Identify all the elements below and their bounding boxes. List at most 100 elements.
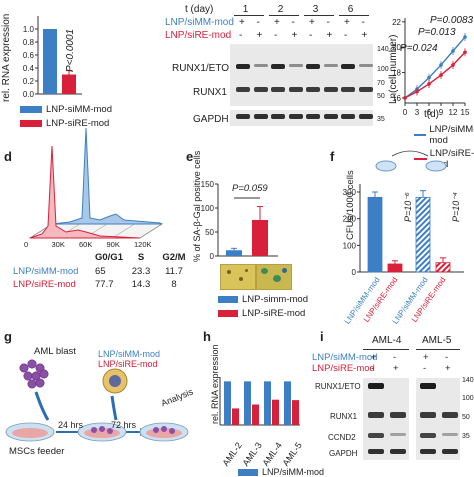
- band-gapdh: [323, 114, 338, 119]
- sign-simm: -: [393, 352, 397, 363]
- sign-sire: -: [239, 30, 243, 41]
- petri-dish-icon: [375, 160, 397, 172]
- panel-e-legend: LNP-simm-mod LNP-siRE-mod: [218, 294, 308, 319]
- arrow-lnp-to-dish: [110, 395, 118, 421]
- sign-simm: +: [239, 17, 245, 28]
- cell-dot: [273, 275, 281, 282]
- legend-line-blue: [414, 134, 427, 136]
- x-tick-label: 120K: [134, 240, 152, 249]
- day-underline: [269, 15, 299, 16]
- i-protein-ccnd2: CCND2: [328, 433, 356, 442]
- panel-letter-d: d: [4, 149, 12, 164]
- legend-item-simm: LNP-siMM-mod: [20, 104, 112, 115]
- table-row: LNP/siMM-mod 65 23.3 11.7: [13, 266, 191, 277]
- band-gapdh: [368, 449, 384, 454]
- bar: [272, 399, 279, 425]
- day-underline: [234, 15, 264, 16]
- i-mw-50: 50: [462, 414, 470, 421]
- day-label: 6: [347, 4, 354, 15]
- histogram-simm: [51, 127, 163, 225]
- g-72hrs: 72 hrs: [111, 420, 137, 430]
- grid-line: [112, 223, 135, 239]
- x-tick-label: 6: [427, 108, 432, 117]
- band-runx1: [420, 412, 436, 418]
- g-lnp2: LNP/siRE-mod: [98, 359, 158, 369]
- panel-e-micrograph-2: [256, 264, 292, 290]
- x-tick-label: 60K: [79, 240, 93, 249]
- d-cell: 23.3: [131, 266, 151, 277]
- g-lnp1: LNP/siMM-mod: [98, 349, 161, 359]
- band-ccnd2: [368, 433, 384, 438]
- blast-cell: [39, 369, 49, 379]
- mw-35: 35: [377, 116, 385, 123]
- cell-dot: [282, 268, 287, 273]
- bar: [252, 404, 259, 425]
- i-sire-row: LNP/siRE-mod: [312, 363, 375, 374]
- band-ccnd2: [390, 433, 406, 436]
- panel-letter-e: e: [186, 149, 194, 164]
- legend-label-sire: LNP-siRE-mod: [46, 118, 110, 129]
- sign-sire: -: [423, 363, 427, 374]
- d-row-name: LNP/siMM-mod: [13, 266, 79, 277]
- blast-cell: [91, 427, 97, 433]
- blot-i-aml4: [363, 378, 409, 460]
- e-legend-label-2: LNP-siRE-mod: [242, 308, 306, 319]
- panel-b-simm-row: LNP/siMM-mod: [165, 17, 234, 28]
- g-feeder: MSCs feeder: [9, 446, 65, 457]
- legend-line-red: [414, 158, 427, 160]
- mw-70: 70: [377, 80, 385, 87]
- x-tick-label: 9: [439, 108, 444, 117]
- sign-simm: -: [361, 17, 365, 28]
- legend-swatch-blue: [218, 296, 238, 303]
- band-gapdh: [442, 449, 458, 454]
- sign-sire: +: [256, 30, 263, 41]
- band-runx1eto: [288, 64, 303, 67]
- panel-b-protein-runx1: RUNX1: [193, 87, 227, 98]
- bar-0: [226, 250, 242, 256]
- band-runx1: [390, 412, 406, 418]
- g-24hrs: 24 hrs: [58, 420, 84, 430]
- blast-cell: [169, 428, 175, 434]
- y-tick-label: 0.2: [23, 77, 35, 86]
- i-mw-100: 100: [462, 395, 474, 402]
- band-runx1: [271, 87, 285, 92]
- band-runx1eto: [253, 64, 268, 67]
- i-protein-runx1eto: RUNX1/ETO: [315, 382, 361, 391]
- blast-cell: [99, 426, 105, 432]
- i-protein-gapdh: GAPDH: [329, 449, 358, 458]
- sign-sire: +: [445, 363, 451, 374]
- transfer-arrow: [391, 150, 429, 157]
- feeder-layer: [12, 428, 48, 438]
- x-tick-label: 3: [415, 108, 420, 117]
- blast-cell: [153, 427, 159, 433]
- y-tick-label: 0: [352, 268, 357, 277]
- sign-simm: +: [371, 352, 377, 363]
- band-runx1: [368, 412, 384, 418]
- panel-e-micrograph-1: [220, 264, 256, 290]
- band-runx1eto: [323, 64, 338, 67]
- day-label: 3: [312, 4, 319, 15]
- i-protein-runx1: RUNX1: [330, 412, 358, 421]
- sign-sire: -: [274, 30, 278, 41]
- sign-sire: -: [344, 30, 348, 41]
- y-tick-label: 50: [205, 228, 214, 237]
- band-runx1eto: [420, 383, 436, 389]
- band-runx1: [442, 412, 458, 418]
- point: [403, 96, 407, 100]
- e-legend-label-1: LNP-simm-mod: [242, 294, 308, 305]
- band-runx1: [288, 87, 303, 92]
- d-header-g2m: G2/M: [162, 252, 186, 263]
- g-aml-blast: AML blast: [34, 346, 76, 357]
- y-tick-label: 0.6: [23, 51, 35, 60]
- y-tick-label: 20: [392, 43, 401, 52]
- mw-100: 100: [377, 66, 389, 73]
- band-runx1: [341, 87, 355, 92]
- band-gapdh: [271, 114, 285, 119]
- x-tick-label: 0: [24, 240, 29, 249]
- band-runx1eto: [236, 64, 250, 69]
- y-tick-label: 100: [201, 204, 215, 213]
- legend-swatch-red: [218, 310, 238, 317]
